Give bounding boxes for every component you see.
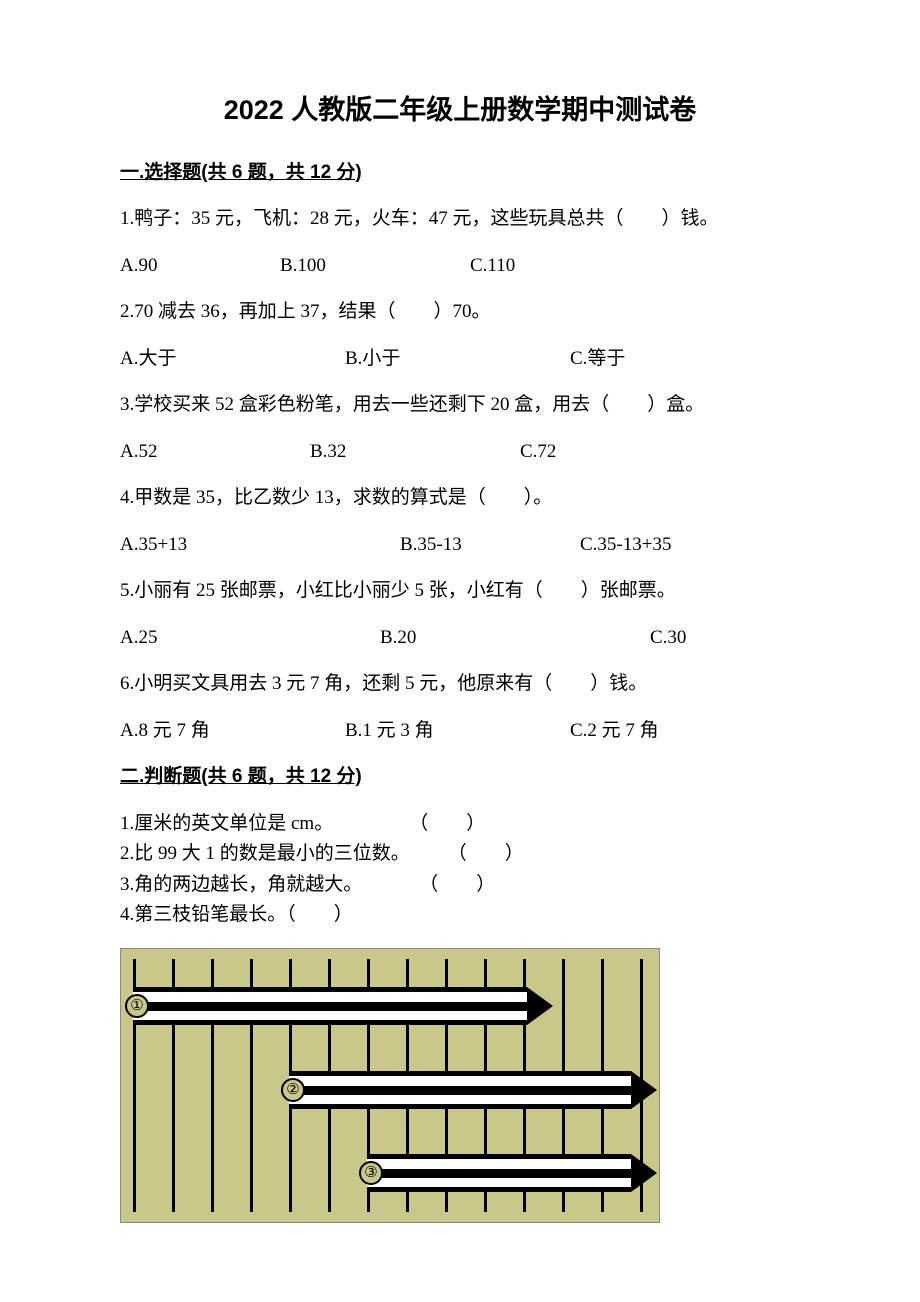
pencil-tip-icon — [631, 1071, 657, 1109]
page-title: 2022 人教版二年级上册数学期中测试卷 — [120, 90, 800, 131]
pencil-label: ② — [281, 1078, 305, 1102]
q6-opt-b: B.1 元 3 角 — [345, 717, 570, 746]
pencil-1: ① — [133, 987, 527, 1025]
q1-text: 1.鸭子：35 元，飞机：28 元，火车：47 元，这些玩具总共（ ）钱。 — [120, 205, 800, 234]
q4-text: 4.甲数是 35，比乙数少 13，求数的算式是（ ）。 — [120, 484, 800, 513]
q1-options: A.90 B.100 C.110 — [120, 252, 800, 281]
pencils-figure: ① ② ③ — [120, 948, 660, 1223]
q4-opt-b: B.35-13 — [400, 531, 580, 560]
pencil-label: ① — [125, 994, 149, 1018]
q3-opt-c: C.72 — [520, 438, 556, 467]
q6-opt-a: A.8 元 7 角 — [120, 717, 345, 746]
pencil-tip-icon — [631, 1154, 657, 1192]
q1-opt-b: B.100 — [280, 252, 470, 281]
q5-opt-b: B.20 — [380, 624, 650, 653]
pencil-body — [367, 1154, 631, 1192]
tf-1: 1.厘米的英文单位是 cm。 （ ） — [120, 810, 800, 839]
question-1: 1.鸭子：35 元，飞机：28 元，火车：47 元，这些玩具总共（ ）钱。 A.… — [120, 205, 800, 280]
tf2-text: 2.比 99 大 1 的数是最小的三位数。 （ ） — [120, 843, 524, 864]
tf-4: 4.第三枝铅笔最长。（ ） — [120, 901, 800, 930]
pencil-body — [289, 1071, 631, 1109]
tf4-text: 4.第三枝铅笔最长。（ ） — [120, 904, 353, 925]
section1-header: 一.选择题(共 6 题，共 12 分) — [120, 159, 800, 188]
question-3: 3.学校买来 52 盒彩色粉笔，用去一些还剩下 20 盒，用去（ ）盒。 A.5… — [120, 391, 800, 466]
tf-3: 3.角的两边越长，角就越大。 （ ） — [120, 871, 800, 900]
question-2: 2.70 减去 36，再加上 37，结果（ ）70。 A.大于 B.小于 C.等… — [120, 298, 800, 373]
q6-options: A.8 元 7 角 B.1 元 3 角 C.2 元 7 角 — [120, 717, 800, 746]
q2-opt-b: B.小于 — [345, 345, 570, 374]
q3-text: 3.学校买来 52 盒彩色粉笔，用去一些还剩下 20 盒，用去（ ）盒。 — [120, 391, 800, 420]
q5-text: 5.小丽有 25 张邮票，小红比小丽少 5 张，小红有（ ）张邮票。 — [120, 577, 800, 606]
q1-opt-a: A.90 — [120, 252, 280, 281]
q1-opt-c: C.110 — [470, 252, 515, 281]
question-4: 4.甲数是 35，比乙数少 13，求数的算式是（ ）。 A.35+13 B.35… — [120, 484, 800, 559]
q4-opt-c: C.35-13+35 — [580, 531, 671, 560]
section2-header: 二.判断题(共 6 题，共 12 分) — [120, 763, 800, 792]
q6-text: 6.小明买文具用去 3 元 7 角，还剩 5 元，他原来有（ ）钱。 — [120, 670, 800, 699]
tf-2: 2.比 99 大 1 的数是最小的三位数。 （ ） — [120, 840, 800, 869]
q6-opt-c: C.2 元 7 角 — [570, 717, 659, 746]
q5-opt-c: C.30 — [650, 624, 686, 653]
tf3-text: 3.角的两边越长，角就越大。 （ ） — [120, 874, 495, 895]
q2-text: 2.70 减去 36，再加上 37，结果（ ）70。 — [120, 298, 800, 327]
pencil-body — [133, 987, 527, 1025]
q5-options: A.25 B.20 C.30 — [120, 624, 800, 653]
tf1-text: 1.厘米的英文单位是 cm。 （ ） — [120, 813, 485, 834]
q2-opt-a: A.大于 — [120, 345, 345, 374]
q2-opt-c: C.等于 — [570, 345, 625, 374]
pencil-2: ② — [289, 1071, 631, 1109]
pencil-3: ③ — [367, 1154, 631, 1192]
question-6: 6.小明买文具用去 3 元 7 角，还剩 5 元，他原来有（ ）钱。 A.8 元… — [120, 670, 800, 745]
q4-opt-a: A.35+13 — [120, 531, 400, 560]
pencil-tip-icon — [527, 987, 553, 1025]
pencil-label: ③ — [359, 1161, 383, 1185]
question-5: 5.小丽有 25 张邮票，小红比小丽少 5 张，小红有（ ）张邮票。 A.25 … — [120, 577, 800, 652]
q2-options: A.大于 B.小于 C.等于 — [120, 345, 800, 374]
q3-opt-a: A.52 — [120, 438, 310, 467]
q4-options: A.35+13 B.35-13 C.35-13+35 — [120, 531, 800, 560]
q3-opt-b: B.32 — [310, 438, 520, 467]
q5-opt-a: A.25 — [120, 624, 380, 653]
q3-options: A.52 B.32 C.72 — [120, 438, 800, 467]
